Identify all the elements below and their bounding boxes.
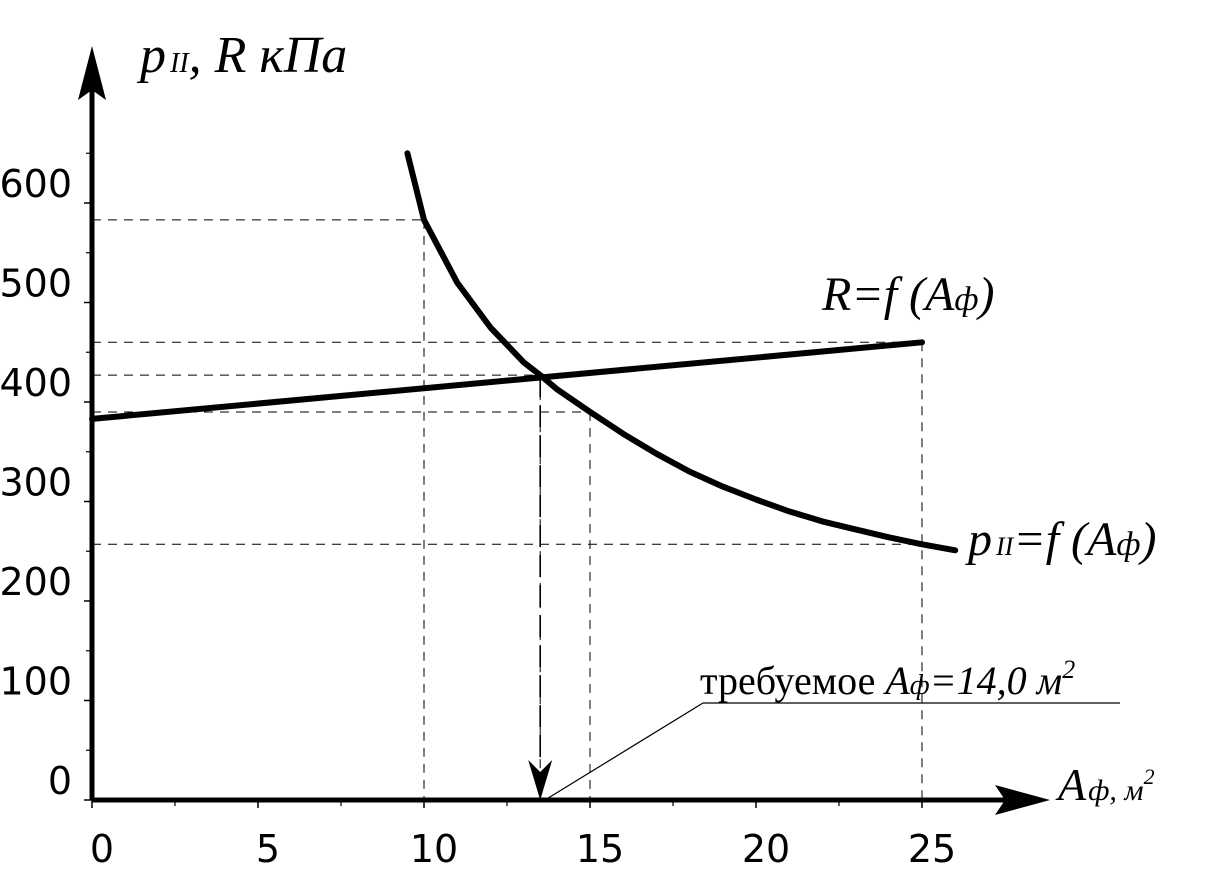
series-label-R-main: R=f (A	[821, 268, 955, 321]
y-tick-label: 500	[0, 262, 72, 306]
x-tick-label: 10	[410, 827, 458, 871]
y-axis-label-sub: II	[169, 48, 190, 79]
x-tick-label: 25	[908, 827, 956, 871]
y-axis-label-main: p	[136, 27, 166, 84]
x-axis-arrow	[995, 785, 1050, 815]
series-label-R-sub: ф	[954, 281, 978, 318]
annotation-text-value: =14,0 м	[930, 658, 1063, 703]
y-tick-label: 0	[48, 759, 72, 803]
y-axis-label: p II, R кПа	[136, 27, 347, 84]
y-tick-label: 100	[0, 660, 72, 704]
pointer-arrowhead	[528, 760, 553, 800]
x-axis-label: Aф, м2	[1055, 759, 1155, 810]
x-tick-label: 15	[576, 827, 624, 871]
x-axis-label-rest: , м	[1109, 774, 1143, 807]
y-tick-label: 300	[0, 461, 72, 505]
annotation-text-plain: требуемое	[700, 658, 885, 703]
guide-lines	[92, 219, 923, 800]
annotation-text-sub: ф	[910, 670, 930, 701]
series-label-p: p II=f (Aф)	[965, 513, 1156, 566]
series-label-p-sub1: II	[995, 532, 1015, 561]
x-axis-label-main: A	[1055, 759, 1087, 810]
y-tick-label: 200	[0, 560, 72, 604]
series-label-p-end: )	[1138, 513, 1157, 566]
annotation-text-italic: A	[882, 658, 910, 703]
series-line-R	[89, 339, 925, 422]
y-axis-arrow	[78, 46, 106, 100]
annotation-text: требуемое Aф=14,0 м2	[700, 655, 1075, 703]
required-value-pointer	[528, 375, 553, 800]
x-tick-label: 5	[256, 827, 280, 871]
x-tick-label: 0	[90, 827, 114, 871]
annotation-text-sup: 2	[1062, 655, 1075, 684]
series-label-p-mid: =f (A	[1013, 513, 1117, 566]
axis-ticks: 0 5 10 15 20 25 0 100 200 300 400 500 600	[0, 152, 956, 871]
x-axis-label-sup: 2	[1144, 764, 1155, 789]
series-label-R: R=f (Aф)	[821, 268, 994, 321]
series-label-p-sub2: ф	[1116, 526, 1140, 563]
y-tick-label: 400	[0, 361, 72, 405]
y-axis-label-rest: , R кПа	[189, 27, 348, 84]
annotation-leader	[544, 702, 704, 801]
series-line-p	[404, 150, 959, 554]
series-lines	[89, 150, 959, 554]
series-label-R-end: )	[976, 268, 995, 321]
x-tick-label: 20	[742, 827, 790, 871]
x-axis-label-sub: ф	[1088, 774, 1109, 807]
y-tick-label: 600	[0, 162, 72, 206]
series-label-p-pre: p	[965, 513, 992, 566]
